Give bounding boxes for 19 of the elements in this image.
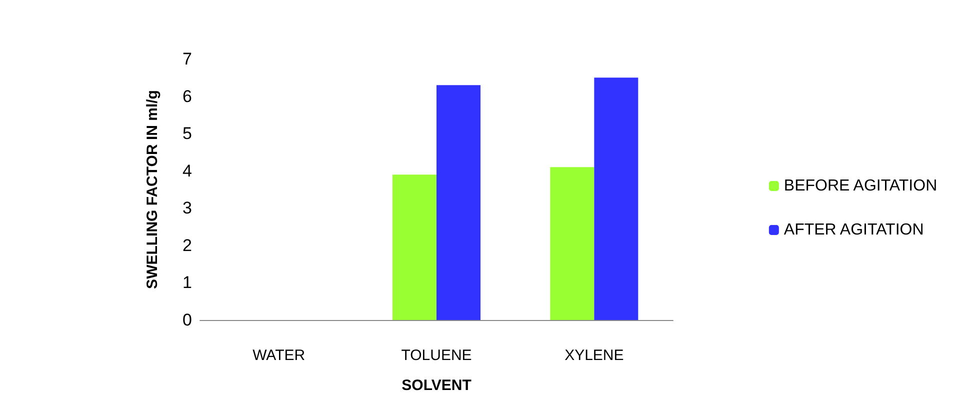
legend-label: BEFORE AGITATION: [784, 178, 938, 194]
y-axis-title: SWELLING FACTOR IN ml/g: [144, 90, 161, 289]
y-tick-label: 7: [182, 50, 192, 68]
legend-label: AFTER AGITATION: [784, 222, 924, 238]
x-tick-label: TOLUENE: [401, 347, 472, 364]
bar: [550, 167, 594, 320]
bar: [436, 85, 480, 320]
y-tick-label: 3: [182, 198, 192, 218]
y-tick-label: 0: [182, 310, 192, 330]
y-tick-label: 6: [182, 86, 192, 106]
x-tick-label: WATER: [252, 347, 306, 364]
y-tick-label: 2: [182, 236, 192, 255]
x-tick-label: XYLENE: [564, 347, 624, 364]
bar: [392, 174, 436, 320]
y-tick-label: 5: [182, 124, 192, 144]
bar: [594, 78, 638, 320]
y-tick-label: 4: [182, 161, 192, 180]
x-axis-title: SOLVENT: [402, 377, 472, 394]
y-tick-label: 1: [182, 273, 192, 292]
